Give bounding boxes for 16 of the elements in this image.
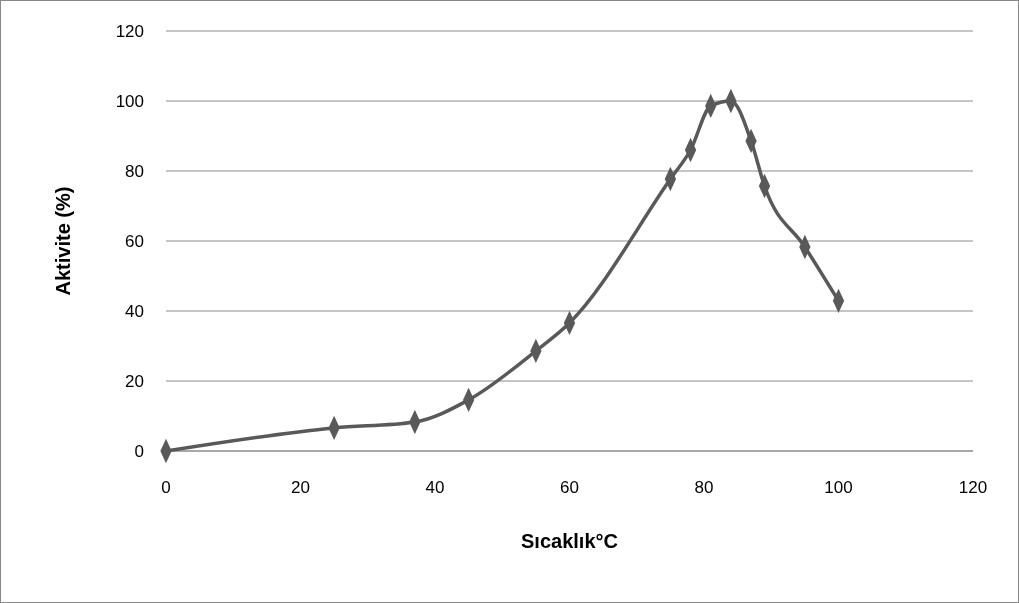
x-tick-label: 0	[161, 478, 171, 497]
y-tick-label: 0	[134, 441, 144, 461]
x-tick-label: 120	[958, 478, 988, 497]
y-tick-label: 120	[115, 21, 144, 41]
x-tick-label: 20	[291, 478, 310, 497]
x-tick-label: 60	[560, 478, 579, 497]
y-tick-label: 100	[115, 91, 144, 111]
y-tick-label: 40	[125, 301, 144, 321]
x-tick-label: 100	[824, 478, 853, 497]
x-tick-label: 40	[425, 478, 445, 497]
x-axis-title: Sıcaklık°C	[521, 530, 618, 552]
x-tick-label: 80	[694, 478, 714, 497]
y-tick-label: 60	[125, 231, 144, 251]
y-tick-label: 20	[125, 371, 144, 391]
y-axis-title: Aktivite (%)	[52, 186, 74, 296]
y-tick-label: 80	[125, 161, 144, 181]
